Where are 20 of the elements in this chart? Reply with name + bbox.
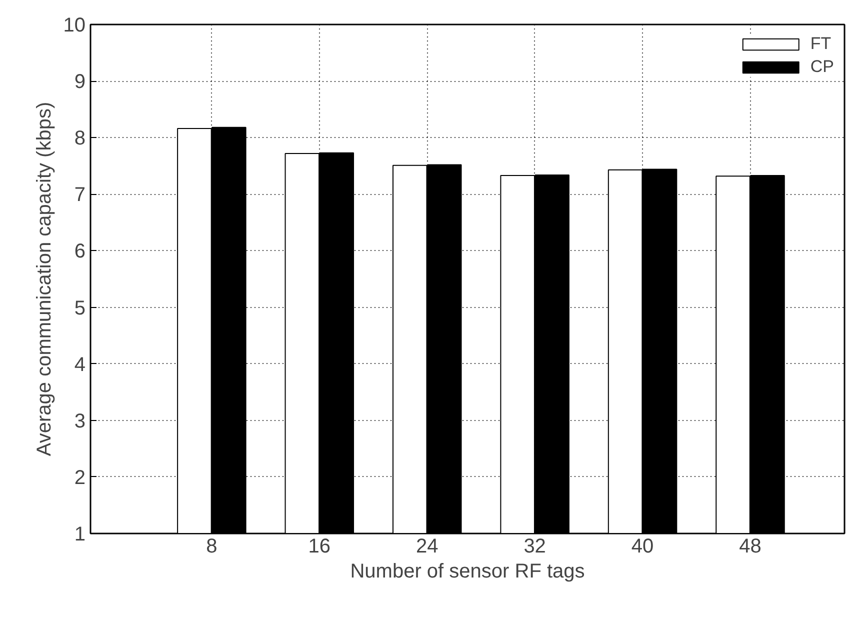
legend-label: CP xyxy=(810,57,834,77)
y-tick-label: 3 xyxy=(74,410,86,432)
y-tick-label: 1 xyxy=(74,524,86,546)
x-tick-label: 8 xyxy=(206,536,218,558)
y-tick-label: 4 xyxy=(74,354,86,376)
y-tick-label: 7 xyxy=(74,184,86,206)
legend-label: FT xyxy=(810,34,832,54)
y-tick-label: 2 xyxy=(74,466,86,489)
y-tick-label: 9 xyxy=(74,71,86,94)
y-tick-label: 8 xyxy=(74,128,86,150)
y-axis-title: Average communication capacity (kbps) xyxy=(33,102,56,456)
x-tick-label: 16 xyxy=(308,536,331,558)
y-tick-label: 5 xyxy=(74,297,86,320)
x-axis-title: Number of sensor RF tags xyxy=(350,560,585,582)
x-tick-label: 48 xyxy=(739,536,762,558)
y-tick-label: 6 xyxy=(74,240,86,263)
x-tick-label: 40 xyxy=(631,536,654,558)
x-tick-label: 24 xyxy=(416,536,438,558)
x-tick-label: 32 xyxy=(524,536,546,558)
y-tick-label: 10 xyxy=(63,14,86,36)
